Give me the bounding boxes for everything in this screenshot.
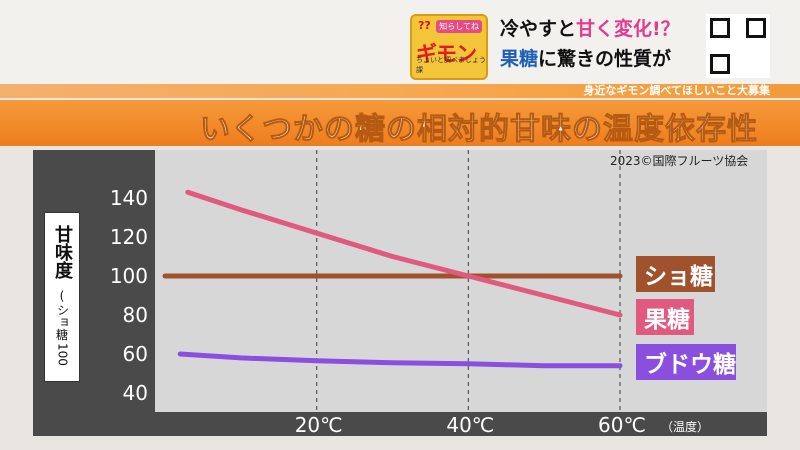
source-credit: 2023©国際フルーツ協会 xyxy=(610,154,749,168)
series-line xyxy=(177,351,623,369)
headline-line-1: 冷やすと甘く変化!？ xyxy=(500,18,680,40)
headline: 冷やすと甘く変化!？ 果糖に驚きの性質が xyxy=(500,14,700,80)
x-tick-label: 40℃ xyxy=(446,413,494,437)
y-tick-label: 120 xyxy=(110,225,148,249)
title-bar: いくつかの糖の相対的甘味の温度依存性 xyxy=(0,100,800,148)
legend-label: ショ糖 xyxy=(644,263,713,290)
y-tick-label: 140 xyxy=(110,186,148,210)
ticker-text: 身近なギモン調べてほしいこと大募集 xyxy=(583,84,770,97)
ticker-bar: 身近なギモン調べてほしいこと大募集 xyxy=(0,84,800,98)
logo-tag: 知らしてね xyxy=(436,20,482,33)
y-tick-label: 60 xyxy=(123,342,148,366)
x-tick-label: 20℃ xyxy=(295,413,343,437)
y-axis-label: 甘味度 ( ショ 糖 100 xyxy=(44,212,80,382)
logo-question-marks: ?? xyxy=(418,19,431,32)
legend-swatch xyxy=(636,344,736,380)
program-logo: ?? 知らしてね ギモン ちょいと調べましょう課 xyxy=(410,14,488,80)
x-unit-label: （温度） xyxy=(661,419,709,434)
header-area: ?? 知らしてね ギモン ちょいと調べましょう課 冷やすと甘く変化!？ 果糖に驚… xyxy=(0,0,800,90)
qr-code[interactable] xyxy=(706,14,770,78)
y-tick-label: 80 xyxy=(123,303,148,327)
x-tick-label: 60℃ xyxy=(598,413,646,437)
series-line xyxy=(185,189,623,318)
y-tick-label: 40 xyxy=(123,381,148,405)
headline-line-2: 果糖に驚きの性質が xyxy=(500,48,672,70)
logo-title: ギモン xyxy=(416,42,477,66)
y-tick-label: 100 xyxy=(110,264,148,288)
legend-swatch xyxy=(636,299,694,335)
logo-subtitle: ちょいと調べましょう課 xyxy=(416,56,486,74)
legend-label: ブドウ糖 xyxy=(644,351,736,378)
legend-label: 果糖 xyxy=(644,306,690,333)
chart-title: いくつかの糖の相対的甘味の温度依存性 xyxy=(200,112,758,148)
legend-swatch xyxy=(636,256,715,292)
